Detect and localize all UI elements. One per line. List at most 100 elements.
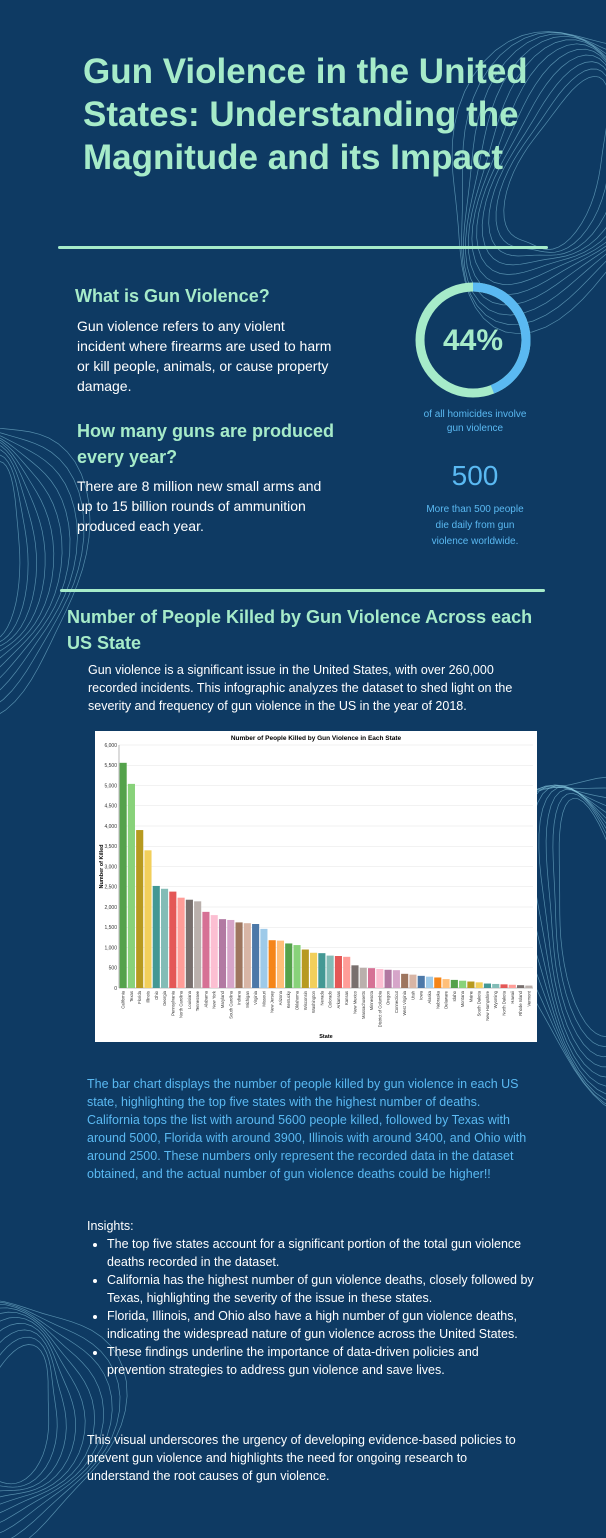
x-tick-label: Michigan — [245, 990, 250, 1007]
insight-item: The top five states account for a signif… — [107, 1235, 537, 1271]
bar — [202, 911, 210, 988]
y-tick-label: 0 — [114, 986, 117, 992]
bar — [459, 980, 467, 988]
bar — [318, 953, 326, 988]
x-tick-label: Georgia — [162, 990, 167, 1006]
x-tick-label: South Dakota — [477, 990, 482, 1016]
bar — [260, 928, 268, 988]
x-tick-label: Missouri — [261, 991, 266, 1007]
x-tick-label: Ohio — [154, 990, 159, 1000]
bar — [351, 965, 359, 988]
bar — [392, 970, 400, 988]
y-tick-label: 1,500 — [104, 925, 117, 931]
percent-value: 44% — [443, 324, 503, 357]
x-tick-label: Iowa — [419, 990, 424, 1000]
bar — [326, 955, 334, 988]
insights-list: The top five states account for a signif… — [87, 1235, 537, 1379]
x-tick-label: Nebraska — [435, 990, 440, 1009]
x-tick-label: Wisconsin — [303, 990, 308, 1010]
chart-section-heading: Number of People Killed by Gun Violence … — [67, 607, 533, 653]
x-tick-label: Alabama — [203, 990, 208, 1007]
bar — [367, 968, 376, 988]
bar — [119, 762, 127, 988]
y-tick-label: 4,000 — [104, 824, 117, 830]
x-tick-label: Massachusetts — [361, 991, 366, 1019]
x-tick-label: New York — [212, 990, 217, 1009]
what-body: Gun violence refers to any violent incid… — [77, 318, 332, 394]
bar — [293, 945, 301, 988]
bar — [276, 940, 285, 988]
x-tick-label: Vermont — [526, 990, 531, 1006]
bar — [235, 922, 243, 988]
bar — [185, 899, 193, 988]
closing-statement: This visual underscores the urgency of d… — [87, 1433, 516, 1483]
insight-item: California has the highest number of gun… — [107, 1271, 537, 1307]
x-tick-label: Indiana — [237, 990, 242, 1004]
bar-chart-panel: Number of People Killed by Gun Violence … — [95, 731, 537, 1042]
bar — [127, 783, 135, 988]
y-tick-label: 6,000 — [104, 743, 117, 749]
insight-item: Florida, Illinois, and Ohio also have a … — [107, 1307, 537, 1343]
bar — [434, 977, 442, 988]
bar — [425, 976, 434, 988]
x-tick-label: Pennsylvania — [170, 990, 175, 1016]
x-tick-label: Idaho — [452, 990, 457, 1001]
x-tick-label: South Carolina — [228, 990, 233, 1018]
bar — [136, 830, 144, 988]
x-tick-label: Texas — [129, 991, 134, 1002]
bar — [450, 979, 458, 988]
y-tick-label: 500 — [109, 966, 118, 972]
bar — [268, 940, 276, 988]
bar — [177, 897, 185, 988]
bar — [475, 982, 483, 988]
bar — [152, 885, 160, 988]
x-tick-label: New Mexico — [352, 990, 357, 1013]
bar — [442, 979, 450, 988]
what-heading: What is Gun Violence? — [75, 286, 270, 306]
x-tick-label: Wyoming — [493, 990, 498, 1008]
x-tick-label: Florida — [137, 990, 142, 1003]
x-tick-label: Arkansas — [336, 991, 341, 1008]
y-tick-label: 2,000 — [104, 905, 117, 911]
bar — [301, 949, 309, 988]
x-tick-label: North Carolina — [179, 990, 184, 1018]
x-tick-label: Minnesota — [369, 990, 374, 1010]
divider-middle — [60, 589, 545, 592]
production-heading: How many guns are produced every year? — [77, 421, 335, 467]
x-tick-label: Nevada — [319, 990, 324, 1005]
bar — [194, 901, 202, 988]
bar — [310, 952, 318, 988]
chart-title: Number of People Killed by Gun Violence … — [231, 735, 402, 742]
bar — [517, 985, 525, 988]
bar — [218, 919, 227, 988]
bar — [525, 985, 533, 988]
bar — [417, 975, 425, 988]
bar — [160, 888, 169, 988]
y-tick-label: 2,500 — [104, 885, 117, 891]
bar-chart: Number of People Killed by Gun Violence … — [99, 735, 533, 1040]
percent-caption: of all homicides involve gun violence — [423, 409, 527, 434]
divider-top — [58, 246, 548, 249]
daily-deaths-value: 500 — [451, 460, 499, 491]
bar — [483, 983, 492, 988]
bar — [252, 924, 260, 988]
y-tick-label: 1,000 — [104, 945, 117, 951]
y-tick-label: 5,000 — [104, 783, 117, 789]
y-axis-label: Number of Killed — [99, 844, 105, 888]
x-tick-label: Kansas — [344, 991, 349, 1005]
y-tick-label: 3,000 — [104, 864, 117, 870]
x-tick-label: Maine — [468, 990, 473, 1002]
x-tick-label: Tennessee — [195, 990, 200, 1011]
chart-description: The bar chart displays the number of peo… — [87, 1077, 527, 1181]
x-tick-label: North Dakota — [502, 990, 507, 1015]
y-tick-label: 4,500 — [104, 804, 117, 810]
bar — [243, 923, 251, 988]
y-tick-label: 3,500 — [104, 844, 117, 850]
bar — [334, 956, 342, 988]
x-tick-label: Rhode Island — [518, 990, 523, 1015]
x-tick-label: Oklahoma — [295, 990, 300, 1010]
x-tick-label: Oregon — [386, 990, 391, 1005]
bar — [508, 984, 516, 988]
x-tick-label: New Jersey — [270, 990, 275, 1013]
x-tick-label: Alaska — [427, 990, 432, 1003]
